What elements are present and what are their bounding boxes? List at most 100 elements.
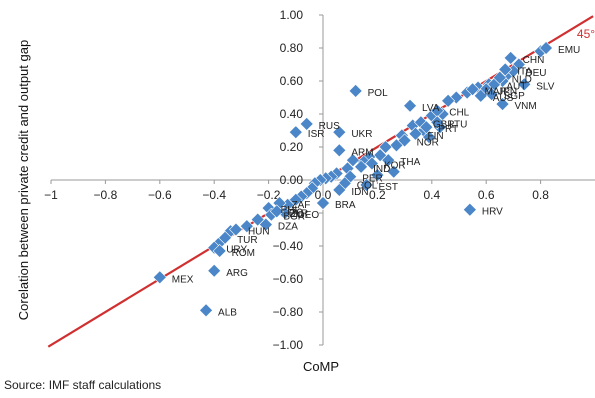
data-point-sgp [484, 87, 499, 102]
y-tick-label: 0.20 [280, 140, 304, 154]
point-label-per: PER [362, 174, 383, 185]
point-label-lva: LVA [422, 103, 440, 114]
point-label-nor: NOR [417, 137, 439, 148]
point-label-idn: IDN [351, 187, 368, 198]
x-tick-label: −0.2 [257, 188, 281, 202]
y-tick-label: 0.40 [280, 107, 304, 121]
data-point-ltu [430, 115, 445, 130]
point-label-mex: MEX [172, 274, 194, 285]
data-point [370, 168, 385, 182]
data-point-isr [288, 125, 303, 140]
x-tick-label: −0.6 [148, 188, 172, 202]
data-point-alb [199, 303, 213, 318]
point-label-chl: CHL [449, 108, 469, 119]
data-point-hrv [462, 202, 477, 217]
data-point-est [359, 178, 374, 192]
data-point-slv [517, 77, 532, 92]
point-label-gbr: GBR [433, 119, 455, 130]
data-point [239, 219, 254, 234]
point-label-rom: ROM [232, 248, 255, 259]
data-point-rom [212, 244, 227, 258]
points-group [152, 41, 553, 318]
x-tick-label: 0.2 [369, 188, 386, 202]
y-tick-label: 0.80 [280, 41, 304, 55]
point-label-ita: ITA [517, 66, 532, 77]
point-label-geo: GEO [297, 210, 319, 221]
y-axis-title: Corelation between private credit and ou… [16, 40, 31, 320]
data-point [378, 140, 393, 154]
data-point-ukr [332, 125, 347, 140]
diagonal-label: 45° [577, 27, 595, 41]
data-point-tha [381, 153, 396, 168]
point-label-emu: EMU [558, 45, 580, 56]
x-tick-label: 0.4 [423, 188, 440, 202]
point-label-aut: AUT [506, 81, 526, 92]
data-point [422, 130, 437, 145]
point-label-pol: POL [368, 88, 388, 99]
point-label-blr: BLR [289, 208, 308, 219]
point-label-hrv: HRV [482, 207, 503, 218]
x-tick-label: 0.6 [478, 188, 495, 202]
y-tick-label: −0.80 [273, 305, 304, 319]
point-label-col: COL [357, 180, 378, 191]
data-point-blr [269, 204, 284, 219]
point-label-arm: ARM [351, 147, 373, 158]
source-note: Source: IMF staff calculations [4, 378, 162, 392]
data-point-ind [354, 159, 369, 174]
point-label-phl: PHL [281, 205, 301, 216]
data-point [441, 93, 456, 108]
point-label-ind: IND [373, 164, 390, 175]
data-point-kor [365, 156, 379, 171]
data-point-nor [397, 133, 412, 148]
point-label-arg: ARG [226, 268, 248, 279]
point-label-jpn: JPN [498, 86, 517, 97]
data-point-emu [539, 41, 553, 55]
data-point-aus [473, 88, 488, 103]
x-axis-title: CoMP [303, 359, 339, 374]
y-tick-label: −1.00 [273, 338, 304, 352]
scatter-chart: −1 −0.8 −0.6 −0.4 −0.2 0.0 0.2 0.4 0.6 0.8 −1.00 −0… [16, 8, 595, 374]
data-point-chn [503, 50, 518, 65]
data-point-arm [332, 143, 347, 158]
data-point-hun [229, 222, 243, 237]
data-point-prt [419, 120, 434, 135]
point-label-alb: ALB [218, 307, 237, 318]
point-label-slv: SLV [536, 81, 554, 92]
y-tick-label: −0.40 [273, 239, 304, 253]
point-label-hun: HUN [248, 227, 270, 238]
point-label-nld: NLD [512, 75, 532, 86]
y-tick-label: 1.00 [280, 8, 304, 22]
data-point [345, 153, 360, 168]
data-point-mex [152, 270, 167, 285]
data-point [386, 164, 401, 179]
data-point-arg [207, 263, 222, 278]
data-point-vnm [495, 97, 510, 112]
point-label-zaf: ZAF [291, 200, 310, 211]
data-point-pol [348, 83, 363, 98]
point-label-prt: PRT [438, 124, 458, 135]
data-point-ita [498, 62, 513, 77]
point-label-fin: FIN [427, 131, 443, 142]
data-point-idn [332, 182, 347, 197]
point-label-mar: MAR [485, 86, 507, 97]
point-label-kor: KOR [384, 161, 406, 172]
point-label-deu: DEU [525, 68, 546, 79]
x-tick-label: 0.8 [532, 188, 549, 202]
data-point-rus [299, 116, 314, 131]
point-label-sgp: SGP [504, 91, 525, 102]
data-point-tur [218, 230, 233, 245]
point-label-ukr: UKR [351, 129, 372, 140]
data-point-nld [492, 70, 507, 85]
x-tick-label: −0.8 [94, 188, 118, 202]
point-label-rus: RUS [319, 121, 340, 132]
data-point-mar [465, 82, 480, 97]
point-label-bra: BRA [335, 200, 356, 211]
data-point-bra [316, 196, 330, 211]
point-label-chn: CHN [523, 55, 545, 66]
data-point-lva [403, 98, 417, 113]
y-tick-label: −0.60 [273, 272, 304, 286]
x-tick-label: −0.4 [202, 188, 226, 202]
y-tick-label: 0.60 [280, 74, 304, 88]
point-label-bgr: BGR [283, 212, 305, 223]
